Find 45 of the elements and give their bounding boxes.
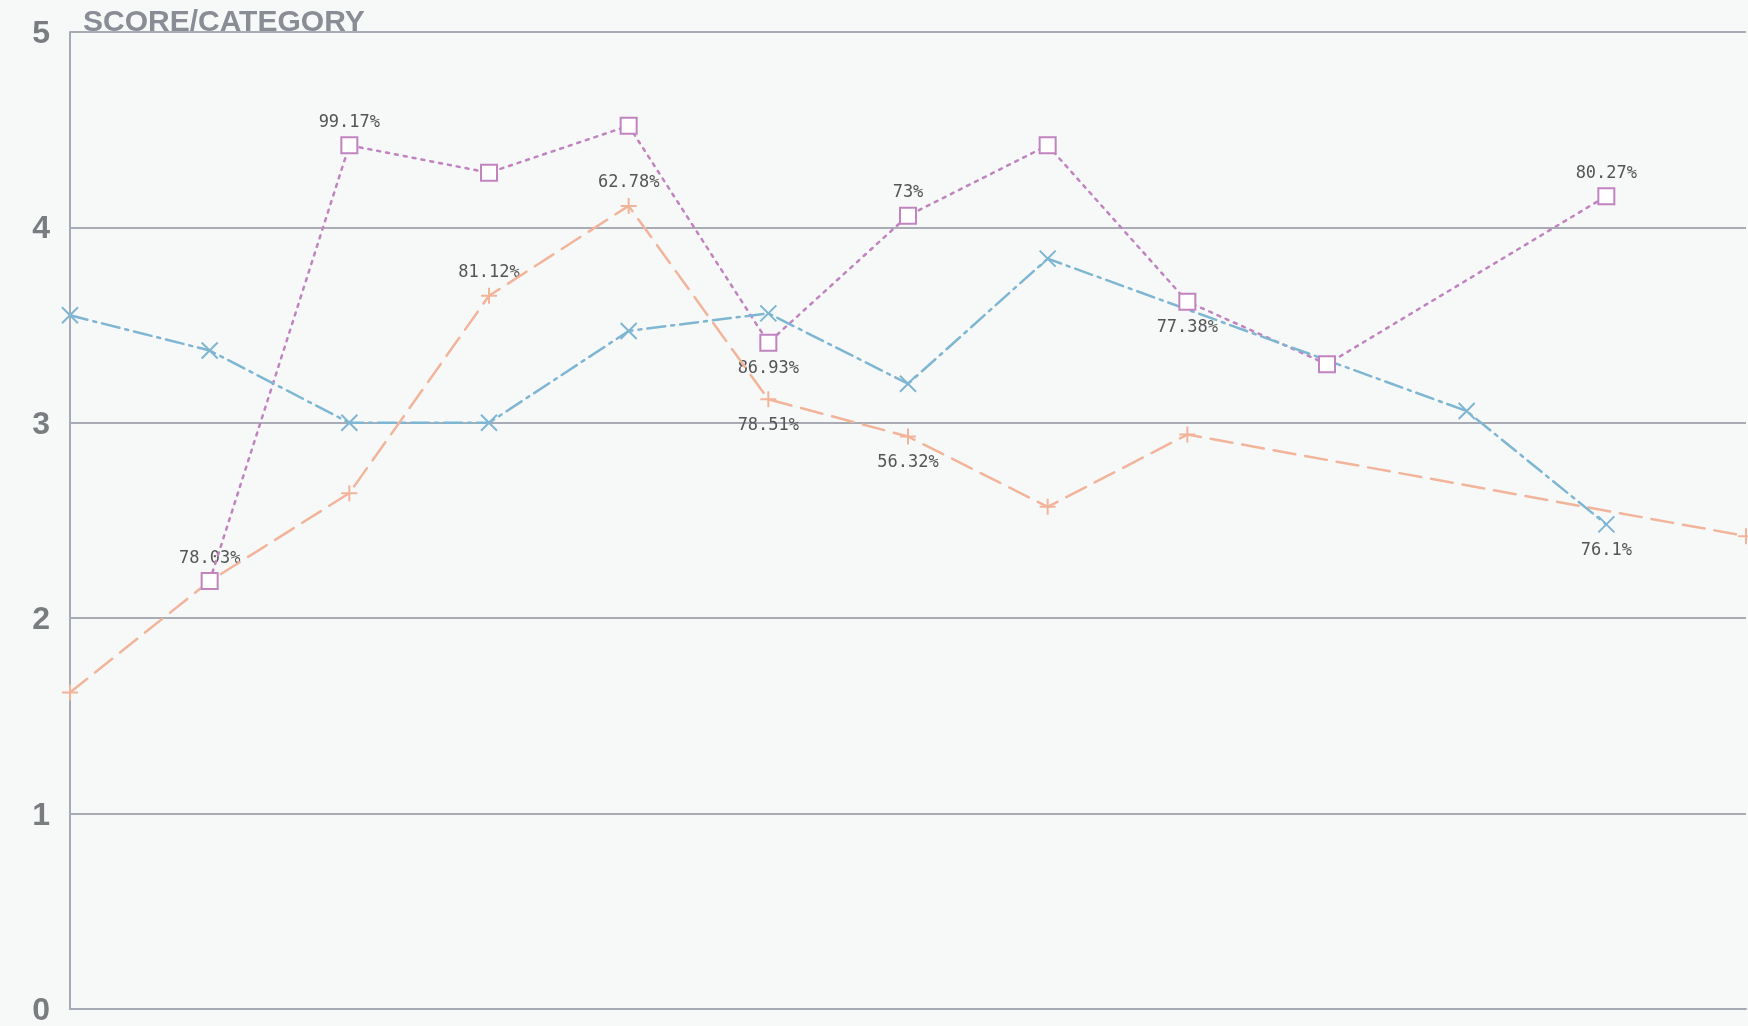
y-tick-label: 5 [32,14,50,50]
chart-title: SCORE/CATEGORY [83,3,365,37]
point [619,196,638,215]
y-tick-label: 3 [32,404,50,441]
point [619,321,638,340]
point [1038,497,1057,516]
point [899,374,917,393]
y-tick-label: 2 [32,600,50,637]
y-tick-label: 0 [32,991,50,1026]
point [1318,355,1336,374]
annotation: 62.78% [597,171,660,192]
point [480,163,498,182]
annotation: 56.32% [877,450,939,471]
point [340,136,359,155]
annotation: 78.51% [737,413,800,434]
point [619,116,638,135]
point [1178,425,1197,444]
point [61,683,79,702]
point [61,306,79,325]
point [1457,402,1476,421]
point [759,390,778,409]
point [200,341,219,360]
annotation: 81.12% [458,261,520,282]
annotation: 86.93% [737,357,800,378]
point [340,413,359,432]
point [1178,292,1197,311]
annotation: 77.38% [1156,316,1219,337]
annotation: 99.17% [318,110,381,131]
y-tick-label: 1 [32,795,50,832]
point [1597,187,1616,206]
point [1597,515,1616,534]
annotation: 78.03% [178,546,241,567]
point [759,304,778,323]
annotation: 76.1% [1580,538,1632,559]
point [340,484,359,503]
point [759,333,778,352]
point [480,286,498,305]
point [1038,136,1057,155]
point [1038,249,1057,268]
point [899,427,917,446]
annotation: 73% [892,181,924,202]
y-tick-label: 4 [32,209,51,246]
annotation: 80.27% [1575,161,1638,182]
point [480,413,498,432]
point [899,206,917,225]
